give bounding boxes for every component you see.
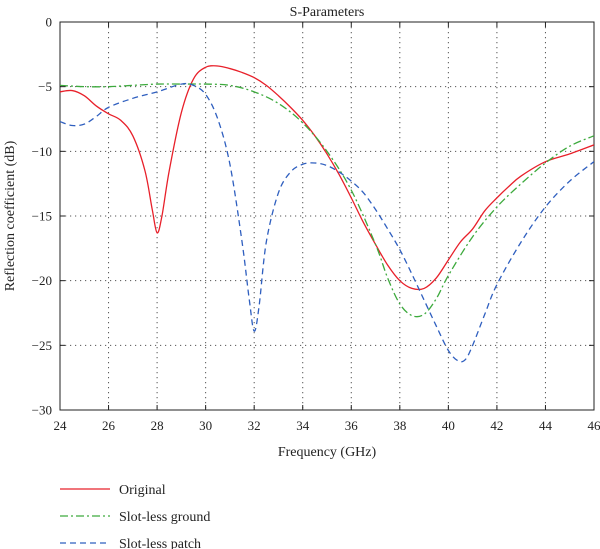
series-line-slot-less-ground <box>60 83 594 318</box>
series-layer <box>60 65 594 363</box>
x-axis-ticks: 24 26 28 30 32 34 36 38 40 42 44 46 <box>54 22 600 433</box>
x-axis-label: Frequency (GHz) <box>278 445 377 460</box>
x-tick-label: 46 <box>588 418 600 433</box>
y-tick-label: −30 <box>32 403 52 418</box>
series-line-original <box>60 65 594 291</box>
legend-label: Slot-less ground <box>119 510 210 525</box>
x-tick-label: 24 <box>54 418 68 433</box>
x-tick-label: 28 <box>151 418 164 433</box>
y-tick-label: 0 <box>46 15 53 30</box>
series-line-slot-less-patch <box>60 82 594 363</box>
x-tick-label: 26 <box>102 418 116 433</box>
y-tick-label: −20 <box>32 273 52 288</box>
x-tick-label: 38 <box>393 418 406 433</box>
x-tick-label: 30 <box>199 418 212 433</box>
y-axis-label: Reflection coefficient (dB) <box>3 140 18 291</box>
x-tick-label: 34 <box>296 418 310 433</box>
y-tick-label: −25 <box>32 338 52 353</box>
chart-title: S-Parameters <box>290 5 365 20</box>
legend-label: Slot-less patch <box>119 537 201 549</box>
y-tick-label: −5 <box>38 79 52 94</box>
x-tick-label: 44 <box>539 418 553 433</box>
y-tick-label: −10 <box>32 144 52 159</box>
x-tick-label: 40 <box>442 418 455 433</box>
y-axis-ticks: 0 −5 −10 −15 −20 −25 −30 <box>32 15 594 418</box>
x-tick-label: 32 <box>248 418 261 433</box>
legend: Original Slot-less ground Slot-less patch <box>60 483 210 549</box>
legend-label: Original <box>119 483 166 498</box>
grid-lines <box>60 22 594 410</box>
y-tick-label: −15 <box>32 209 52 224</box>
x-tick-label: 36 <box>345 418 359 433</box>
x-tick-label: 42 <box>490 418 503 433</box>
